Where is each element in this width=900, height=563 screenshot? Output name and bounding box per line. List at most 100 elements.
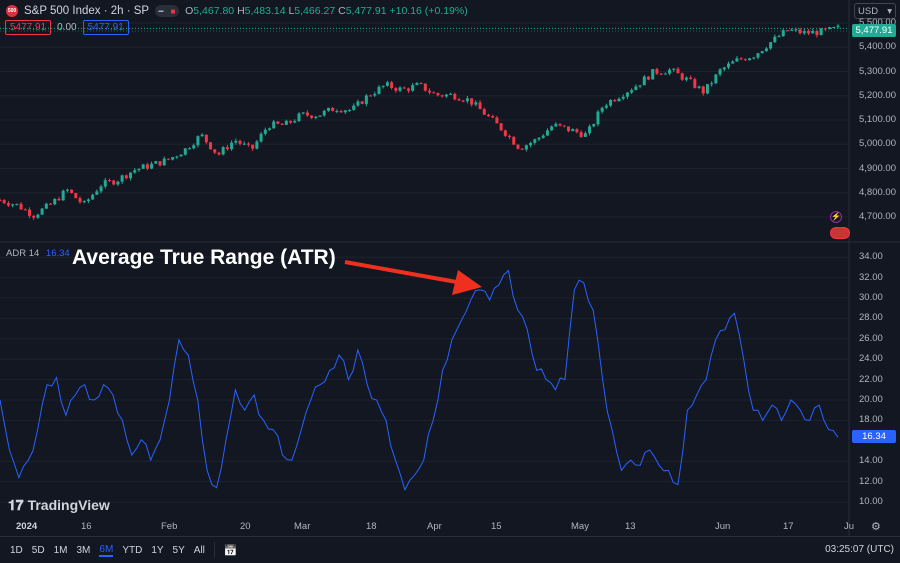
indicator-tick: 22.00 <box>859 373 883 385</box>
time-tick: 13 <box>625 521 636 532</box>
candle <box>242 143 246 145</box>
candle <box>53 198 57 205</box>
range-button-1m[interactable]: 1M <box>53 544 68 556</box>
candle <box>213 149 217 153</box>
time-tick: 20 <box>240 521 251 532</box>
candle <box>246 143 250 145</box>
candle <box>537 137 541 140</box>
candle <box>444 94 448 97</box>
candle <box>141 164 145 169</box>
trade-row: 5477.91 0.00 5477.91 <box>5 20 129 35</box>
date-range-icon[interactable]: 📅 <box>223 544 238 557</box>
time-axis[interactable]: 2024 16 Feb 20 Mar 18 Apr 15 May 13 Jun 17 Ju <box>0 518 854 534</box>
chevron-down-icon: ▾ <box>887 6 892 17</box>
time-tick: Ju <box>844 521 855 532</box>
indicator-axis[interactable]: 34.00 32.00 30.00 28.00 26.00 24.00 22.00 20.00… <box>850 243 900 513</box>
us-flag-events-icon[interactable] <box>830 227 850 239</box>
price-axis[interactable]: 5,500.00 5,400.00 5,300.00 5,200.00 5,100.00… <box>850 0 900 240</box>
candle <box>234 140 238 143</box>
last-price-tag: 5,477.91 <box>852 24 896 37</box>
range-button-5y[interactable]: 5Y <box>172 544 185 556</box>
sell-button[interactable]: 5477.91 <box>5 20 52 35</box>
indicator-tick: 28.00 <box>859 312 883 324</box>
settings-icon[interactable]: ⚙ <box>871 521 881 533</box>
indicator-tick: 20.00 <box>859 394 883 405</box>
candle <box>27 209 31 216</box>
range-button-6m[interactable]: 6M <box>99 543 114 557</box>
candle <box>832 27 836 29</box>
candle <box>777 36 781 38</box>
candle <box>187 148 191 150</box>
candle <box>693 79 697 88</box>
range-button-1d[interactable]: 1D <box>10 544 23 556</box>
price-tick: 5,400.00 <box>859 41 896 53</box>
indicator-tick: 12.00 <box>859 475 883 487</box>
price-tick: 4,800.00 <box>859 186 896 198</box>
range-button-1y[interactable]: 1Y <box>151 544 164 556</box>
candle <box>486 114 490 117</box>
candle <box>722 67 726 70</box>
candle <box>6 203 10 206</box>
currency-select[interactable]: USD ▾ <box>854 3 896 19</box>
candle <box>482 109 486 115</box>
candle <box>811 30 815 34</box>
flag-icon: ■ <box>170 6 176 16</box>
lightning-icon[interactable]: ⚡ <box>830 211 842 223</box>
candle <box>263 129 267 134</box>
candle <box>305 112 309 116</box>
candle <box>348 109 352 111</box>
candle <box>326 107 330 111</box>
candle <box>11 204 15 206</box>
candle <box>171 157 175 160</box>
candle <box>369 95 373 97</box>
candle <box>423 83 427 91</box>
candle <box>562 125 566 127</box>
time-tick: 15 <box>491 521 502 532</box>
candle <box>23 209 27 211</box>
candle <box>32 215 36 218</box>
candle <box>503 130 507 136</box>
legend-toggle[interactable]: ━ ■ <box>155 5 180 17</box>
price-tick: 5,300.00 <box>859 65 896 77</box>
candle <box>44 203 48 209</box>
candle <box>558 123 562 126</box>
minus-icon: ━ <box>158 6 164 16</box>
indicator-legend[interactable]: ADR 14 16.34 <box>6 248 70 259</box>
candle <box>583 133 587 137</box>
candle <box>107 180 111 182</box>
candle <box>70 189 74 193</box>
candle <box>196 136 200 146</box>
indicator-tick: 32.00 <box>859 271 883 283</box>
candle <box>276 121 280 124</box>
candle <box>697 86 701 88</box>
candle <box>225 147 229 150</box>
price-tick: 4,900.00 <box>859 162 896 174</box>
candle <box>718 69 722 75</box>
buy-button[interactable]: 5477.91 <box>82 20 129 35</box>
clock[interactable]: 03:25:07 (UTC) <box>825 544 894 555</box>
candle <box>739 58 743 60</box>
tradingview-logo[interactable]: 𝟏𝟕 TradingView <box>8 497 110 513</box>
candle <box>743 59 747 61</box>
candle <box>377 86 381 94</box>
candle <box>175 156 179 158</box>
candle <box>297 113 301 122</box>
candle <box>411 85 415 91</box>
range-button-all[interactable]: All <box>193 544 205 556</box>
candle <box>61 190 65 201</box>
candle <box>251 144 255 149</box>
candle <box>0 200 2 202</box>
candle <box>794 29 798 31</box>
symbol-title[interactable]: S&P 500 Index · 2h · SP <box>24 5 150 17</box>
range-button-3m[interactable]: 3M <box>76 544 91 556</box>
range-button-5d[interactable]: 5D <box>31 544 45 556</box>
candle <box>150 163 154 169</box>
candle <box>705 84 709 94</box>
candle <box>790 29 794 31</box>
candle <box>512 136 516 145</box>
candle <box>419 83 423 85</box>
range-button-ytd[interactable]: YTD <box>122 544 143 556</box>
candle <box>638 85 642 87</box>
candle <box>301 112 305 114</box>
